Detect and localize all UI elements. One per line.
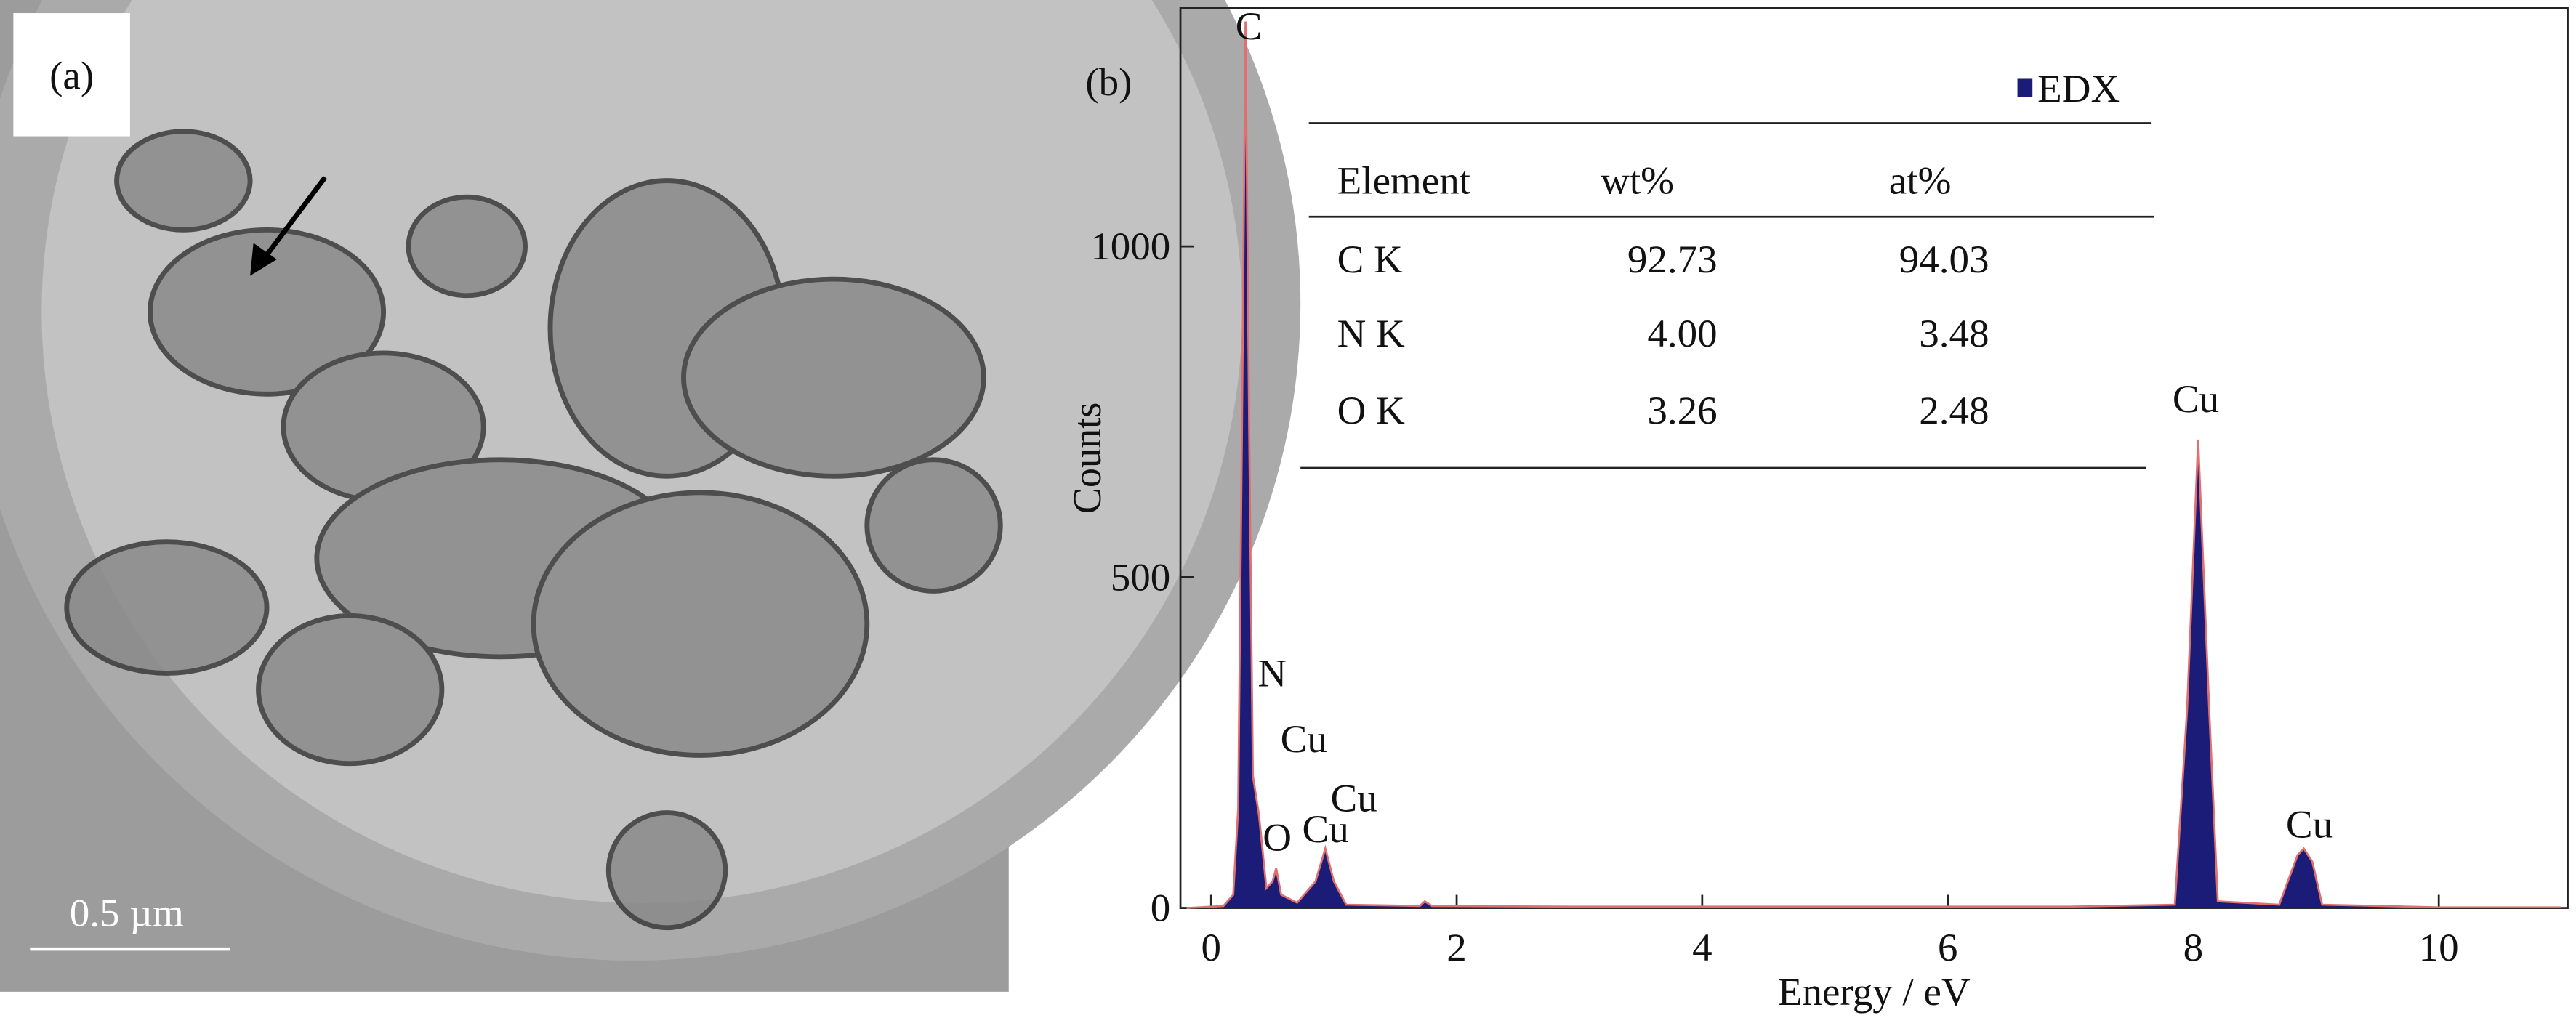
peak-label: Cu — [1302, 807, 1348, 852]
table-header: at% — [1889, 158, 1952, 203]
peak-label: Cu — [1330, 776, 1377, 820]
arrow — [256, 176, 328, 268]
x-tick-label: 2 — [1446, 925, 1467, 969]
x-tick-label: 4 — [1692, 925, 1712, 969]
panel-label: (b) — [1085, 60, 1132, 104]
y-tick-label: 500 — [1111, 555, 1171, 599]
x-axis-label: Energy / eV — [1778, 969, 1971, 1014]
label-box — [13, 13, 130, 137]
spectrum-line — [1186, 21, 2562, 909]
particle — [114, 129, 253, 233]
peak-label: C — [1236, 4, 1263, 49]
y-tick-label: 0 — [1151, 886, 1171, 930]
legend-swatch — [2017, 78, 2033, 97]
table-cell: N K — [1337, 311, 1405, 355]
table-cell: 94.03 — [1899, 237, 1989, 281]
y-axis-label: Counts — [1065, 403, 1109, 514]
y-tick-label: 1000 — [1090, 225, 1170, 269]
table-cell: 92.73 — [1627, 237, 1718, 281]
particle — [864, 457, 1003, 594]
plot-frame — [1179, 7, 2569, 909]
table-header: Element — [1337, 158, 1470, 203]
x-tick-label: 0 — [1202, 925, 1222, 969]
particle — [64, 539, 270, 676]
x-tick-label: 8 — [2183, 925, 2204, 969]
peak-label: Cu — [2173, 377, 2219, 421]
particle — [605, 810, 728, 931]
tem-image: (a) 0.5 µm — [0, 0, 1300, 992]
edx-chart: (b) Energy / eV Counts — [1065, 7, 2569, 1014]
panel-label: (a) — [49, 53, 94, 97]
x-tick-label: 6 — [1938, 925, 1958, 969]
spectrum-area — [1186, 21, 2562, 908]
peak-label: Cu — [2286, 802, 2333, 847]
particle — [256, 613, 445, 767]
peak-label: N — [1257, 651, 1287, 695]
x-tick-label: 10 — [2419, 925, 2459, 969]
arrowhead — [250, 243, 277, 276]
table-cell: O K — [1337, 388, 1405, 432]
particle — [148, 227, 387, 397]
peak-label: O — [1263, 815, 1292, 860]
table-cell: 3.48 — [1919, 311, 1989, 355]
table-cell: 2.48 — [1919, 388, 1989, 432]
peak-label: Cu — [1281, 716, 1327, 761]
particle — [406, 194, 528, 299]
table-cell: C K — [1337, 237, 1403, 281]
particle — [681, 276, 986, 479]
scale-bar-label: 0.5 µm — [70, 891, 184, 935]
particle — [531, 490, 870, 758]
legend-label: EDX — [2037, 66, 2120, 110]
table-cell: 4.00 — [1647, 311, 1717, 355]
table-cell: 3.26 — [1647, 388, 1717, 432]
table-header: wt% — [1601, 158, 1674, 203]
